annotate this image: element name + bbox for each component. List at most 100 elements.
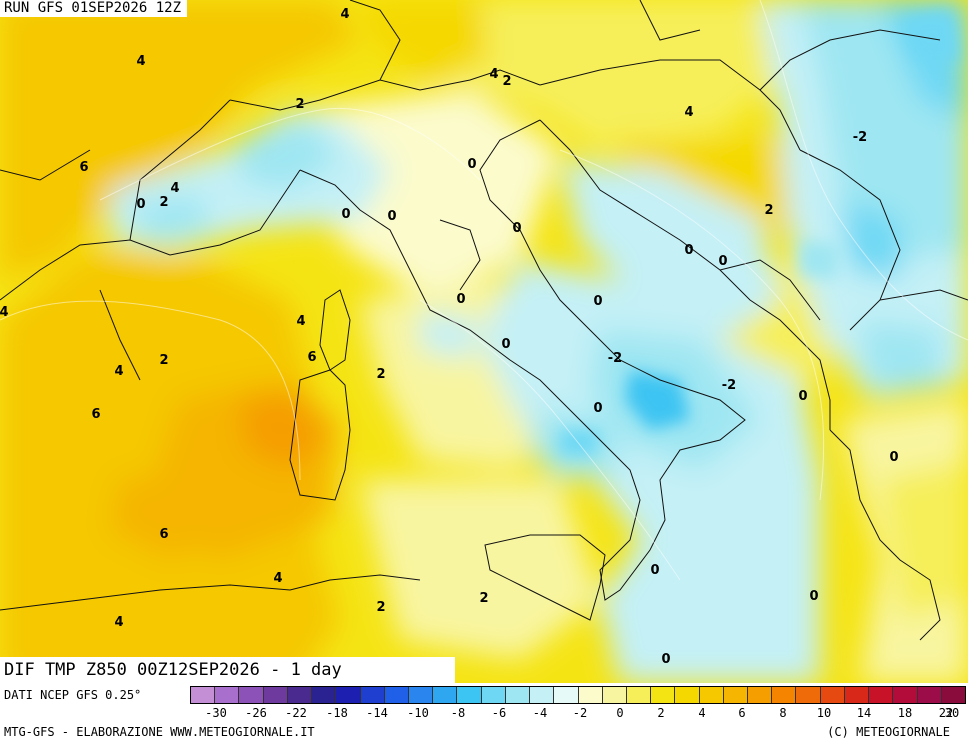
scale-tick-label: 18: [897, 706, 913, 720]
scale-swatch: [312, 687, 337, 703]
contour-label: 2: [376, 600, 385, 615]
contour-label: 0: [593, 401, 602, 416]
scale-swatch: [457, 687, 482, 703]
isolines: [0, 0, 968, 581]
scale-tick-label: 14: [856, 706, 872, 720]
scale-swatch: [215, 687, 240, 703]
contour-label: 0: [809, 589, 818, 604]
scale-swatch: [287, 687, 313, 703]
scale-swatch: [893, 687, 918, 703]
contour-label: 4: [170, 181, 179, 196]
scale-swatch: [772, 687, 797, 703]
scale-tick-label: -30: [205, 706, 227, 720]
contour-label: 0: [661, 652, 670, 667]
scale-swatch: [748, 687, 773, 703]
contour-label: -2: [608, 351, 622, 366]
scale-swatch: [602, 687, 627, 703]
contour-label: 4: [296, 314, 305, 329]
footer: DATI NCEP GFS 0.25° -30 -26 -22 -18 -14 -10 -8…: [0, 683, 968, 745]
contour-label: 2: [479, 591, 488, 606]
contour-label: 4: [114, 615, 123, 630]
color-scale-bar: [190, 686, 966, 704]
scale-tick-label: 8: [779, 706, 787, 720]
contour-label: 0: [467, 157, 476, 172]
scale-swatch: [554, 687, 579, 703]
scale-swatch: [384, 687, 409, 703]
contour-label: 4: [489, 67, 498, 82]
contour-label: 2: [159, 353, 168, 368]
scale-swatch: [820, 687, 845, 703]
scale-swatch: [336, 687, 361, 703]
scale-swatch: [941, 687, 965, 703]
scale-tick-label: -18: [326, 706, 348, 720]
scale-tick-label: 4: [698, 706, 706, 720]
scale-tick-label: 0: [616, 706, 624, 720]
contour-label: 2: [159, 195, 168, 210]
scale-swatch: [530, 687, 555, 703]
contour-label: 0: [501, 337, 510, 352]
contour-label: 0: [718, 254, 727, 269]
scale-tick-label: -22: [285, 706, 307, 720]
scale-tick-label: 2: [657, 706, 665, 720]
scale-swatch: [723, 687, 749, 703]
contour-label: 2: [502, 74, 511, 89]
scale-swatch: [481, 687, 506, 703]
scale-swatch: [360, 687, 385, 703]
contour-label: 0: [456, 292, 465, 307]
contour-label: 2: [764, 203, 773, 218]
scale-swatch: [239, 687, 264, 703]
contour-label: 0: [593, 294, 602, 309]
scale-swatch: [651, 687, 676, 703]
scale-swatch: [917, 687, 942, 703]
contour-label: 4: [684, 105, 693, 120]
scale-tick-label: -2: [572, 706, 588, 720]
scale-tick-label: 22: [938, 706, 954, 720]
contour-label: 0: [684, 243, 693, 258]
scale-swatch: [699, 687, 724, 703]
scale-tick-label: -10: [407, 706, 429, 720]
color-scale-ticks: -30 -26 -22 -18 -14 -10 -8 -6 -4 -2 0 2 4 6 8 10 14 18 22 3…: [190, 706, 966, 722]
contour-label: 2: [295, 97, 304, 112]
scale-tick-label: -14: [366, 706, 388, 720]
contour-label: 2: [376, 367, 385, 382]
contour-label: 4: [273, 571, 282, 586]
contour-label: 0: [387, 209, 396, 224]
scale-swatch: [505, 687, 531, 703]
contour-label: 4: [114, 364, 123, 379]
credit-right: (C) METEOGIORNALE: [827, 725, 950, 739]
contour-label: 4: [0, 305, 9, 320]
contour-label: 4: [340, 7, 349, 22]
scale-swatch: [263, 687, 288, 703]
scale-swatch: [433, 687, 458, 703]
scale-tick-label: -26: [245, 706, 267, 720]
contour-label: 0: [798, 389, 807, 404]
contour-label: -2: [722, 378, 736, 393]
contour-label: -2: [853, 130, 867, 145]
credit-left: MTG-GFS - ELABORAZIONE WWW.METEOGIORNALE…: [4, 725, 315, 739]
contour-label: 0: [650, 563, 659, 578]
scale-tick-label: -6: [491, 706, 507, 720]
scale-tick-label: 30: [944, 706, 960, 720]
scale-swatch: [578, 687, 603, 703]
contour-label: 0: [136, 197, 145, 212]
data-source-label: DATI NCEP GFS 0.25°: [4, 688, 142, 702]
product-title: DIF TMP Z850 00Z12SEP2026 - 1 day: [0, 657, 455, 683]
run-label: RUN GFS 01SEP2026 12Z: [0, 0, 188, 17]
contour-label: 6: [91, 407, 100, 422]
scale-tick-label: -4: [532, 706, 548, 720]
contour-label: 6: [307, 350, 316, 365]
scale-swatch: [191, 687, 216, 703]
scale-tick-label: 6: [738, 706, 746, 720]
scale-swatch: [869, 687, 894, 703]
temperature-anomaly-map: 4 4 4 2 4 2 -2 6 0 4 0 2 0 0 2 0 0 0 0 0 4 4 0 6 -2 2 4 2 -2 0 6 0 0 6 0 4 0…: [0, 0, 968, 683]
contour-label: 0: [341, 207, 350, 222]
contour-label: 0: [889, 450, 898, 465]
scale-swatch: [796, 687, 821, 703]
contour-label: 4: [136, 54, 145, 69]
scale-tick-label: 10: [816, 706, 832, 720]
scale-swatch: [626, 687, 652, 703]
contour-label: 6: [79, 160, 88, 175]
scale-tick-label: -8: [450, 706, 466, 720]
